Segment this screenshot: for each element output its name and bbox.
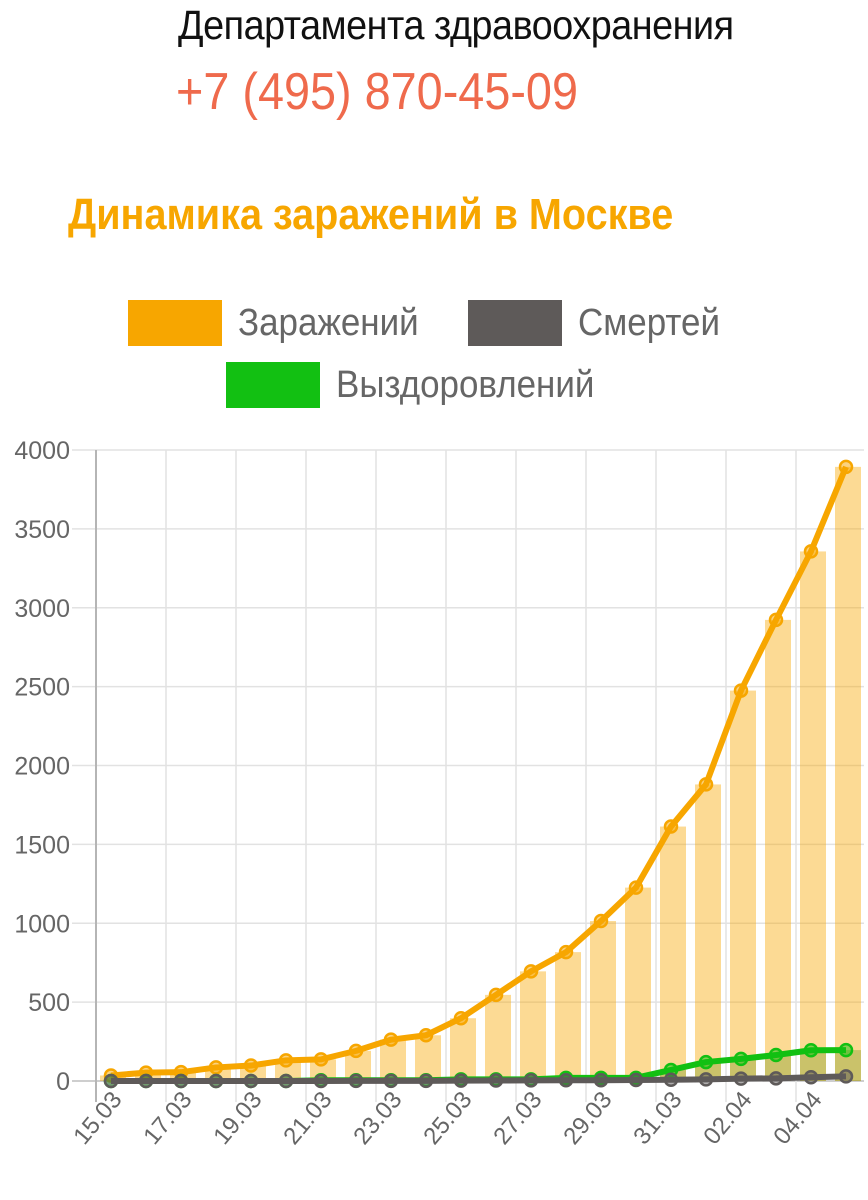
data-point[interactable] [138, 1073, 154, 1089]
legend-item-infections[interactable]: Заражений [128, 300, 434, 346]
data-point[interactable] [243, 1058, 259, 1073]
data-point[interactable] [173, 1073, 189, 1089]
series-line [111, 1073, 847, 1084]
data-point[interactable] [418, 1073, 434, 1089]
data-point[interactable] [593, 913, 609, 929]
chart-bars [100, 466, 861, 1081]
y-tick-label: 2000 [14, 753, 70, 781]
x-tick-label: 23.03 [348, 1087, 407, 1150]
x-tick-label: 04.04 [768, 1087, 827, 1150]
data-point[interactable] [523, 964, 539, 979]
y-tick-label: 3500 [14, 516, 70, 544]
phone-number[interactable]: +7 (495) 870-45-09 [176, 63, 578, 121]
chart-lines [103, 459, 854, 1089]
data-point[interactable] [418, 1028, 434, 1043]
x-tick-label: 25.03 [418, 1087, 477, 1150]
legend-item-deaths[interactable]: Смертей [468, 300, 732, 346]
data-point[interactable] [383, 1032, 399, 1047]
data-point[interactable] [278, 1073, 294, 1089]
data-point[interactable] [278, 1053, 294, 1068]
data-point[interactable] [838, 1069, 854, 1084]
data-point[interactable] [768, 1047, 784, 1063]
data-point[interactable] [593, 1072, 609, 1088]
legend-swatch-deaths [468, 300, 562, 346]
y-tick-label: 2500 [14, 674, 70, 702]
data-point[interactable] [488, 987, 504, 1003]
legend-label: Смертей [578, 301, 720, 344]
data-point[interactable] [208, 1073, 224, 1089]
data-point[interactable] [488, 1073, 504, 1088]
data-point[interactable] [698, 1054, 714, 1070]
data-point[interactable] [698, 1072, 714, 1087]
data-point[interactable] [208, 1060, 224, 1075]
data-point[interactable] [803, 1069, 819, 1085]
data-point[interactable] [313, 1073, 329, 1089]
data-point[interactable] [558, 944, 574, 960]
y-axis: 0 500 1000 1500 2000 2500 3000 3500 4000 [14, 437, 70, 1096]
x-tick-label: 15.03 [68, 1087, 127, 1150]
data-point[interactable] [838, 459, 854, 475]
legend-label: Выздоровлений [336, 363, 595, 406]
data-point[interactable] [733, 1051, 749, 1067]
y-tick-label: 4000 [14, 437, 70, 465]
series-line [110, 465, 849, 1079]
x-tick-label: 17.03 [138, 1087, 197, 1150]
x-tick-label: 31.03 [628, 1087, 687, 1150]
data-point[interactable] [803, 544, 819, 559]
data-point[interactable] [768, 612, 784, 628]
data-point[interactable] [838, 1042, 854, 1058]
data-point[interactable] [243, 1073, 259, 1089]
y-tick-label: 3000 [14, 595, 70, 623]
data-point[interactable] [558, 1072, 574, 1088]
data-point[interactable] [733, 1071, 749, 1086]
department-heading: Департамента здравоохранения [178, 2, 734, 48]
data-point[interactable] [453, 1010, 469, 1026]
x-tick-label: 02.04 [698, 1087, 757, 1150]
data-point[interactable] [348, 1073, 364, 1089]
x-tick-label: 19.03 [208, 1087, 267, 1150]
data-point[interactable] [103, 1073, 119, 1089]
data-point[interactable] [663, 819, 679, 834]
data-point[interactable] [733, 683, 749, 698]
x-tick-label: 29.03 [558, 1087, 617, 1150]
data-point[interactable] [383, 1073, 399, 1089]
x-tick-label: 27.03 [488, 1087, 547, 1150]
legend-swatch-recoveries [226, 362, 320, 408]
y-tick-label: 1000 [14, 910, 70, 938]
chart-gridlines [72, 449, 864, 1102]
data-point[interactable] [453, 1073, 469, 1088]
data-point[interactable] [768, 1071, 784, 1086]
data-point[interactable] [663, 1072, 679, 1087]
data-point[interactable] [628, 1072, 644, 1088]
data-point[interactable] [803, 1042, 819, 1058]
data-point[interactable] [628, 880, 644, 895]
y-tick-label: 0 [56, 1068, 70, 1096]
data-point[interactable] [313, 1052, 329, 1067]
y-tick-label: 1500 [14, 831, 70, 859]
data-point[interactable] [523, 1073, 539, 1088]
data-point[interactable] [348, 1043, 364, 1059]
legend-swatch-infections [128, 300, 222, 346]
y-tick-label: 500 [28, 989, 70, 1017]
x-axis: 15.03 17.03 19.03 21.03 23.03 25.03 27.03 29.03… [68, 1087, 827, 1150]
chart-title: Динамика заражений в Москве [68, 190, 674, 239]
legend-label: Заражений [238, 301, 419, 344]
x-tick-label: 21.03 [278, 1087, 337, 1150]
legend-item-recoveries[interactable]: Выздоровлений [226, 362, 617, 408]
data-point[interactable] [698, 777, 714, 792]
